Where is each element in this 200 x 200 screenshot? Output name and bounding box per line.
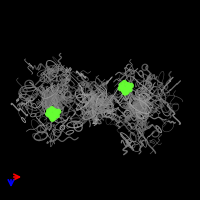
Point (51, 113, 55, 117)
Point (49, 115, 53, 118)
Point (123, 81, 126, 84)
Point (122, 89, 125, 92)
Point (57, 110, 60, 113)
Point (129, 84, 133, 87)
Point (124, 88, 127, 91)
Point (120, 83, 123, 87)
Point (55, 114, 59, 117)
Point (52, 116, 56, 119)
Point (128, 88, 131, 91)
Point (48, 112, 52, 115)
Point (47, 109, 51, 113)
Point (53, 109, 57, 113)
Point (127, 86, 130, 89)
Point (121, 86, 124, 89)
Point (126, 83, 129, 86)
Point (51, 117, 54, 121)
Point (119, 87, 122, 90)
Point (123, 91, 127, 94)
Point (46, 112, 50, 116)
Point (50, 107, 54, 111)
Point (54, 111, 58, 115)
Point (125, 90, 128, 94)
